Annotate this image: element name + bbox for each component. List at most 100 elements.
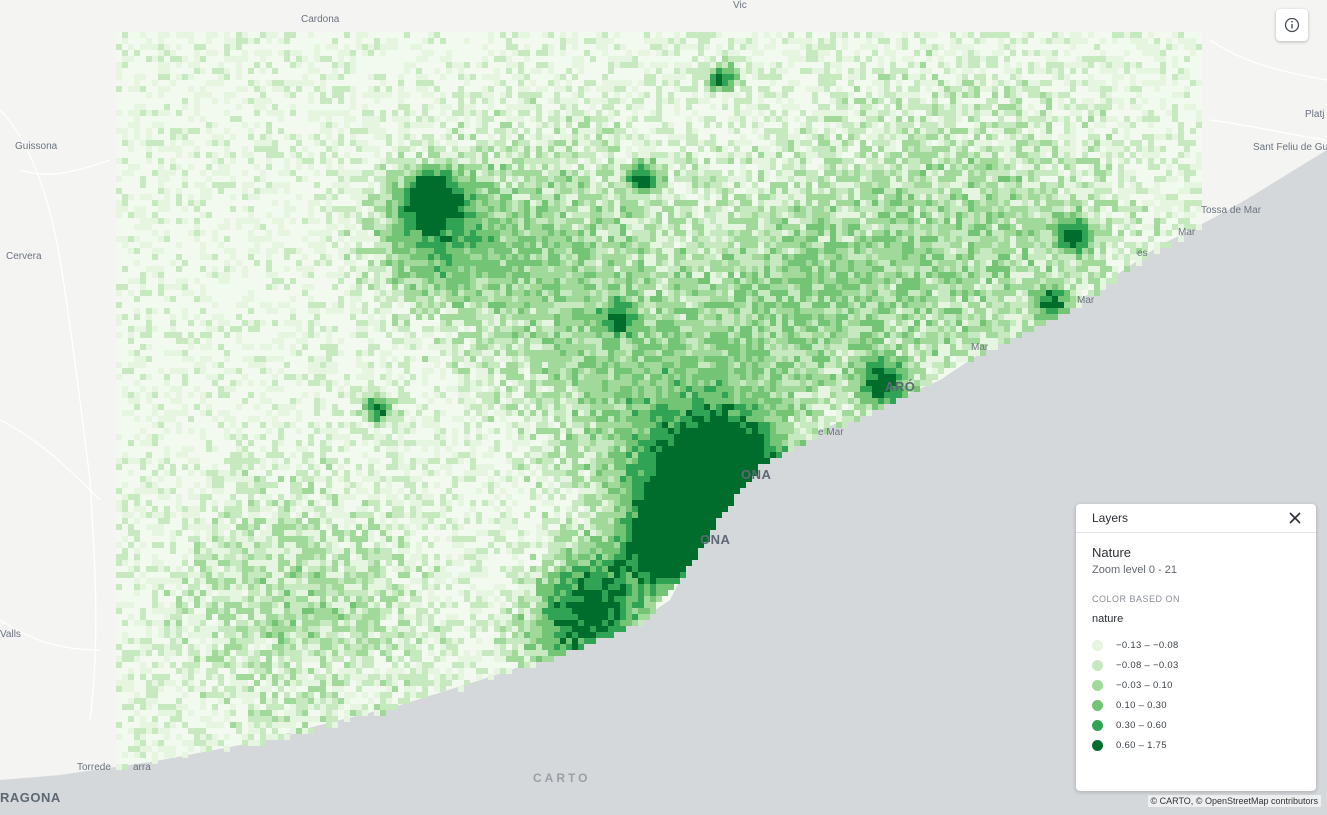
grid-cell (140, 74, 146, 80)
grid-cell (794, 164, 800, 170)
grid-cell (1040, 218, 1046, 224)
grid-cell (902, 242, 908, 248)
grid-cell (710, 170, 716, 176)
grid-cell (1028, 62, 1034, 68)
grid-cell (848, 188, 854, 194)
grid-cell (452, 260, 458, 266)
grid-cell (800, 212, 806, 218)
grid-cell (758, 242, 764, 248)
grid-cell (938, 254, 944, 260)
grid-cell (884, 182, 890, 188)
grid-cell (464, 170, 470, 176)
grid-cell (626, 254, 632, 260)
grid-cell (998, 80, 1004, 86)
grid-cell (638, 176, 644, 182)
grid-cell (890, 152, 896, 158)
grid-cell (782, 200, 788, 206)
grid-cell (380, 266, 386, 272)
grid-cell (1076, 188, 1082, 194)
grid-cell (1100, 92, 1106, 98)
grid-cell (548, 182, 554, 188)
grid-cell (530, 254, 536, 260)
grid-cell (932, 164, 938, 170)
grid-cell (680, 236, 686, 242)
grid-cell (872, 50, 878, 56)
grid-cell (488, 140, 494, 146)
grid-cell (398, 116, 404, 122)
grid-cell (524, 32, 530, 38)
grid-cell (836, 152, 842, 158)
grid-cell (368, 188, 374, 194)
grid-cell (1166, 200, 1172, 206)
grid-cell (896, 104, 902, 110)
grid-cell (584, 80, 590, 86)
grid-cell (788, 32, 794, 38)
grid-cell (494, 170, 500, 176)
grid-cell (182, 74, 188, 80)
grid-cell (218, 62, 224, 68)
grid-cell (722, 68, 728, 74)
grid-cell (818, 80, 824, 86)
grid-cell (284, 248, 290, 254)
grid-cell (260, 50, 266, 56)
grid-cell (422, 86, 428, 92)
grid-cell (464, 230, 470, 236)
grid-cell (992, 230, 998, 236)
grid-cell (848, 224, 854, 230)
grid-cell (320, 152, 326, 158)
grid-cell (440, 272, 446, 278)
grid-cell (686, 104, 692, 110)
grid-cell (758, 122, 764, 128)
grid-cell (1034, 266, 1040, 272)
grid-cell (428, 242, 434, 248)
grid-cell (476, 146, 482, 152)
grid-cell (842, 266, 848, 272)
grid-cell (536, 110, 542, 116)
grid-cell (134, 134, 140, 140)
grid-cell (806, 158, 812, 164)
grid-cell (704, 272, 710, 278)
grid-cell (902, 74, 908, 80)
grid-cell (1082, 80, 1088, 86)
grid-cell (512, 146, 518, 152)
grid-cell (308, 212, 314, 218)
grid-cell (956, 194, 962, 200)
grid-cell (866, 254, 872, 260)
grid-cell (848, 122, 854, 128)
grid-cell (902, 260, 908, 266)
grid-cell (704, 188, 710, 194)
grid-cell (662, 206, 668, 212)
grid-cell (338, 218, 344, 224)
grid-cell (494, 74, 500, 80)
grid-cell (368, 248, 374, 254)
grid-cell (1112, 86, 1118, 92)
grid-cell (632, 140, 638, 146)
grid-cell (860, 224, 866, 230)
grid-cell (860, 272, 866, 278)
grid-cell (542, 62, 548, 68)
grid-cell (710, 92, 716, 98)
grid-cell (506, 152, 512, 158)
grid-cell (926, 158, 932, 164)
grid-cell (1010, 164, 1016, 170)
grid-cell (440, 212, 446, 218)
grid-cell (476, 152, 482, 158)
grid-cell (1004, 68, 1010, 74)
grid-cell (764, 104, 770, 110)
grid-cell (212, 272, 218, 278)
grid-cell (470, 188, 476, 194)
grid-cell (758, 110, 764, 116)
grid-cell (824, 260, 830, 266)
grid-cell (1172, 56, 1178, 62)
grid-cell (854, 236, 860, 242)
grid-cell (308, 116, 314, 122)
grid-cell (776, 224, 782, 230)
grid-cell (260, 170, 266, 176)
grid-cell (410, 110, 416, 116)
grid-cell (602, 128, 608, 134)
grid-cell (938, 170, 944, 176)
grid-cell (1154, 86, 1160, 92)
grid-cell (584, 110, 590, 116)
grid-cell (770, 116, 776, 122)
